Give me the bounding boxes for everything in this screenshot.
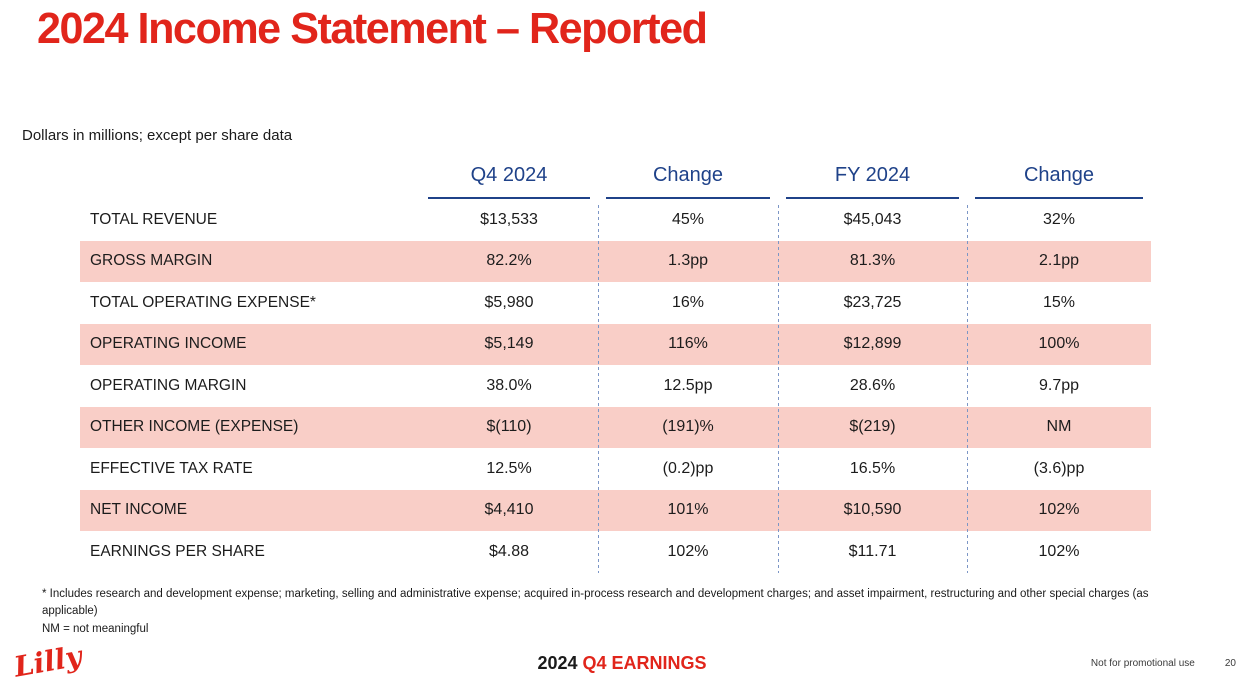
cell-q4-value: $4.88 [488,542,530,560]
cell-q4-change: 116% [668,335,708,353]
row-label: OPERATING MARGIN [90,376,247,394]
table-header-row: Q4 2024 Change FY 2024 Change [80,160,1151,199]
cell-q4-value: $4,410 [484,501,534,519]
cell-q4-value: 12.5% [486,459,532,477]
header-label: Change [652,164,724,186]
footer-event-year: 2024 [537,653,578,673]
cell-fy-value: $12,899 [843,335,902,353]
table-row: GROSS MARGIN 82.2% 1.3pp 81.3% 2.1pp [80,240,1151,282]
cell-q4-value: $5,149 [484,335,534,353]
row-label: OPERATING INCOME [90,335,247,353]
row-label: EARNINGS PER SHARE [90,542,265,560]
header-fy-2024: FY 2024 [778,160,967,199]
cell-fy-value: $11.71 [848,542,897,560]
footnotes: * Includes research and development expe… [42,586,1172,638]
table-row: OPERATING INCOME $5,149 116% $12,899 100… [80,323,1151,365]
cell-q4-change: 16% [671,293,705,311]
lilly-logo: Lilly [11,639,85,684]
header-underline [975,196,1143,199]
cell-q4-value: 82.2% [486,252,532,270]
cell-q4-change: 45% [671,210,705,228]
footnote-nm: NM = not meaningful [42,622,149,635]
cell-fy-value: $10,590 [843,501,902,519]
slide-subtitle: Dollars in millions; except per share da… [22,127,293,144]
header-q4-change: Change [598,160,778,199]
header-underline [606,196,770,199]
table-row: NET INCOME $4,410 101% $10,590 102% [80,489,1151,531]
cell-q4-change: (191)% [662,418,714,436]
cell-q4-change: 101% [667,501,709,519]
cell-fy-change: 100% [1038,335,1080,353]
cell-fy-change: (3.6)pp [1033,459,1085,477]
disclaimer-text: Not for promotional use [1090,658,1195,669]
cell-q4-value: 38.0% [486,376,532,394]
cell-fy-change: 102% [1038,501,1080,519]
table-row: EARNINGS PER SHARE $4.88 102% $11.71 102… [80,531,1151,573]
cell-fy-value: $(219) [849,418,896,436]
row-label: EFFECTIVE TAX RATE [90,459,253,477]
income-statement-table: Q4 2024 Change FY 2024 Change TOTAL REVE… [80,160,1151,573]
table-row: TOTAL OPERATING EXPENSE* $5,980 16% $23,… [80,282,1151,324]
column-separator [967,205,968,573]
column-separator [778,205,779,573]
header-q4-2024: Q4 2024 [420,160,598,199]
header-label: Change [1023,164,1095,186]
table-row: EFFECTIVE TAX RATE 12.5% (0.2)pp 16.5% (… [80,448,1151,490]
table-body: TOTAL REVENUE $13,533 45% $45,043 32% GR… [80,199,1151,573]
cell-q4-value: $(110) [486,418,532,436]
cell-q4-value: $13,533 [480,210,538,228]
cell-q4-change: 1.3pp [667,252,709,270]
row-label: OTHER INCOME (EXPENSE) [90,418,299,436]
row-label: NET INCOME [90,501,188,519]
row-label: TOTAL REVENUE [90,210,218,228]
cell-fy-value: 16.5% [849,459,896,477]
cell-q4-change: 102% [667,542,709,560]
cell-fy-value: $45,043 [843,210,902,228]
table-row: OPERATING MARGIN 38.0% 12.5pp 28.6% 9.7p… [80,365,1151,407]
footer-event-name-text: Q4 EARNINGS [582,653,707,673]
header-label: Q4 2024 [470,164,548,186]
cell-fy-change: NM [1046,418,1072,436]
cell-fy-value: 28.6% [849,376,896,394]
slide-title: 2024 Income Statement – Reported [37,4,708,53]
footer-right: Not for promotional use 20 [1091,658,1236,669]
cell-fy-value: 81.3% [849,252,896,270]
footer-event-name: Q4 EARNINGS [583,653,707,673]
cell-fy-change: 102% [1038,542,1080,560]
cell-fy-change: 32% [1042,210,1076,228]
header-spacer [80,160,420,199]
row-label: TOTAL OPERATING EXPENSE* [90,293,316,311]
header-underline [428,196,590,199]
cell-q4-change: 12.5pp [663,376,713,394]
row-label: GROSS MARGIN [90,252,213,270]
cell-fy-change: 15% [1042,293,1076,311]
header-fy-change: Change [967,160,1151,199]
page-number: 20 [1224,658,1236,669]
cell-fy-change: 2.1pp [1038,252,1080,270]
table-row: OTHER INCOME (EXPENSE) $(110) (191)% $(2… [80,406,1151,448]
footer-event-title: 2024 Q4 EARNINGS [537,653,706,674]
header-label: FY 2024 [834,164,911,186]
cell-q4-change: (0.2)pp [662,459,714,477]
cell-fy-value: $23,725 [843,293,902,311]
table-row: TOTAL REVENUE $13,533 45% $45,043 32% [80,199,1151,241]
column-separator [598,205,599,573]
header-underline [786,196,959,199]
cell-q4-value: $5,980 [484,293,534,311]
footnote-asterisk: * Includes research and development expe… [42,588,1149,618]
cell-fy-change: 9.7pp [1038,376,1080,394]
